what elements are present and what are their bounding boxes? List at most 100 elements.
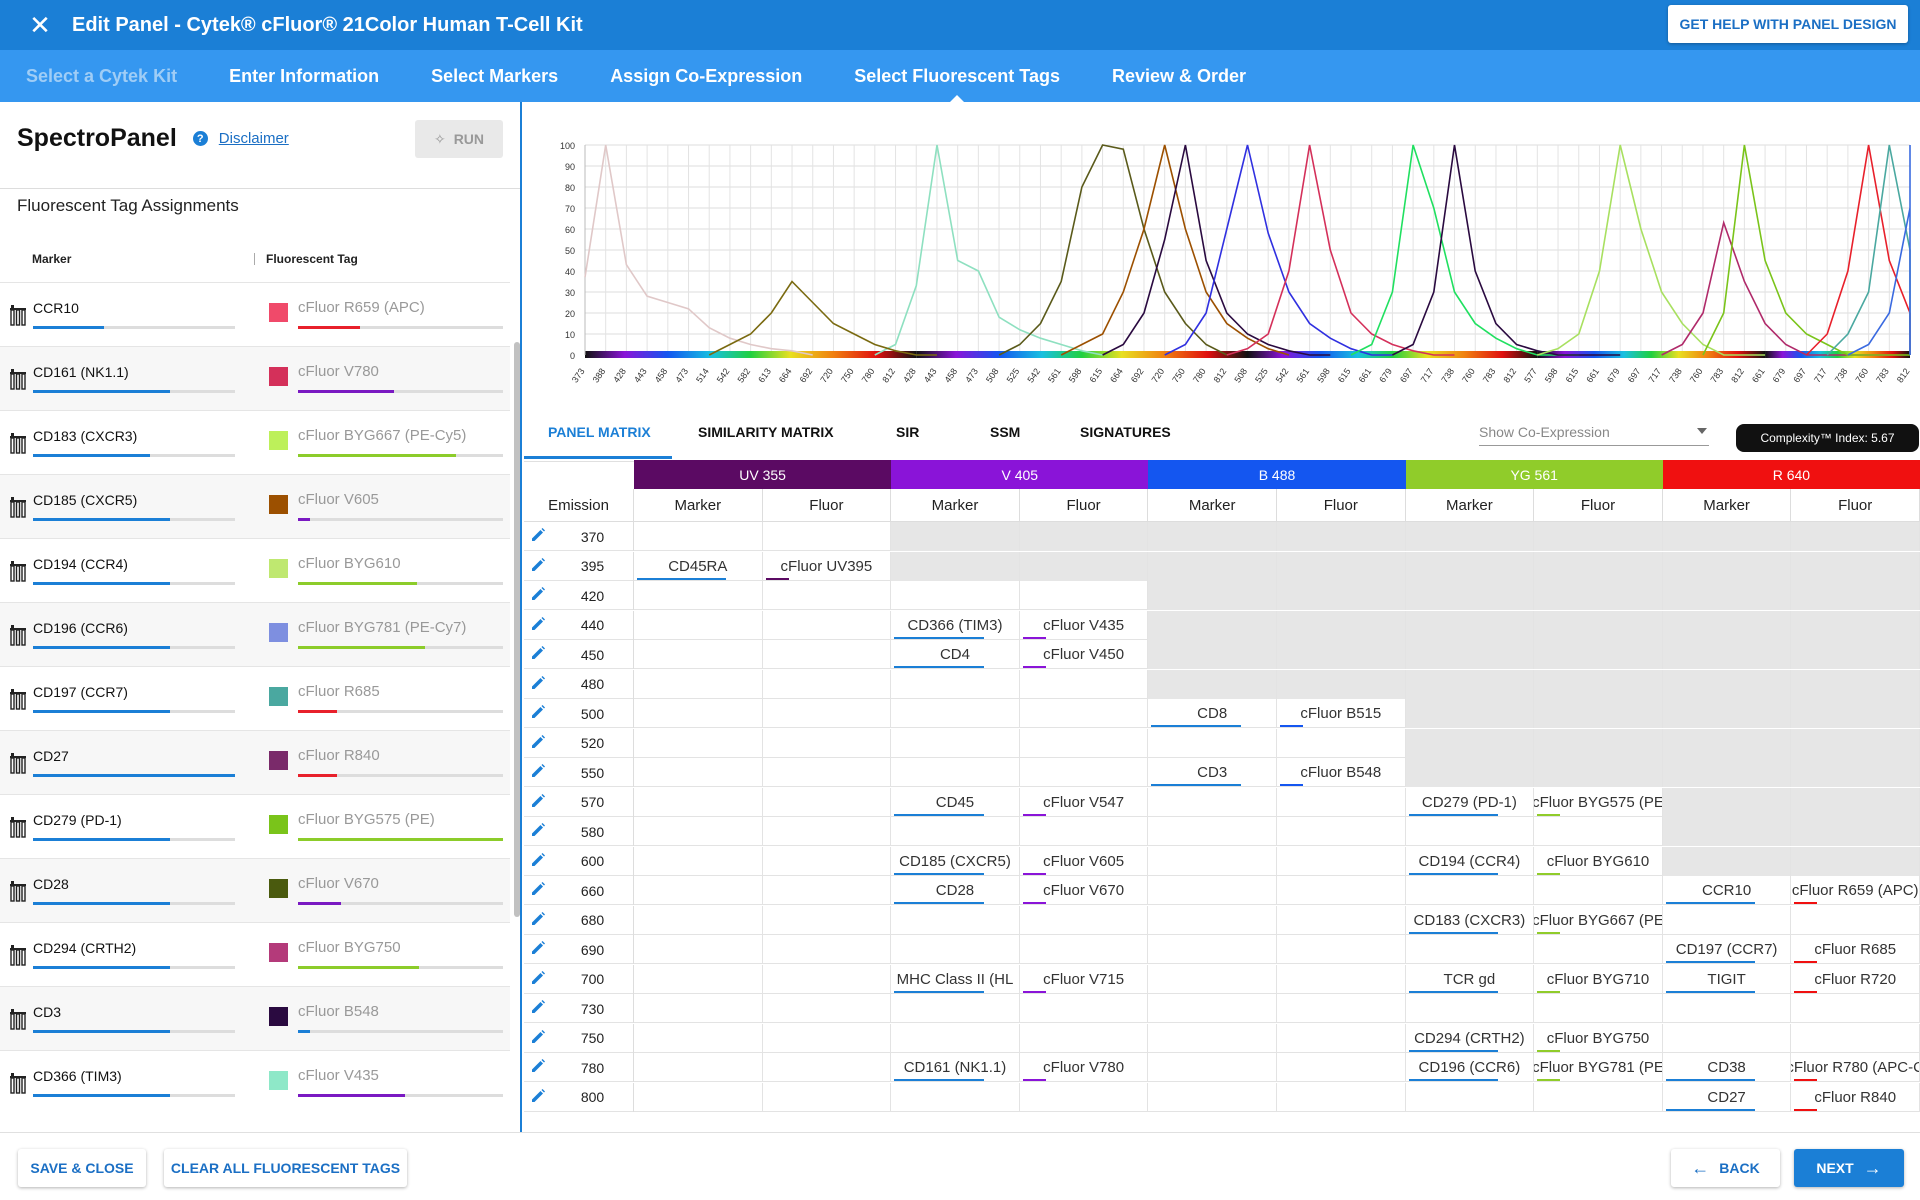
marker-cell[interactable] [634,994,763,1023]
fluor-cell[interactable] [1277,669,1406,699]
fluor-cell[interactable] [763,728,892,758]
marker-cell[interactable] [1405,522,1535,551]
tag-name[interactable]: cFluor R685 [298,683,380,700]
coexpression-select[interactable]: Show Co-Expression [1479,424,1709,446]
marker-cell[interactable]: CD45RA [634,551,763,581]
marker-cell[interactable] [1662,522,1792,551]
fluor-cell[interactable] [1791,817,1920,846]
marker-cell[interactable] [1662,758,1792,787]
fluor-cell[interactable] [763,905,892,935]
marker-cell[interactable] [1405,640,1535,669]
fluor-cell[interactable] [1019,522,1149,551]
tag-name[interactable]: cFluor BYG667 (PE-Cy5) [298,427,467,444]
marker-cell[interactable] [1663,994,1792,1023]
fluor-cell[interactable] [1791,669,1920,699]
tag-name[interactable]: cFluor BYG610 [298,555,401,572]
fluor-cell[interactable]: cFluor V435 [1020,610,1149,640]
fluor-cell[interactable] [1534,699,1663,728]
edit-pencil-icon[interactable] [530,881,546,897]
marker-cell[interactable] [1406,935,1535,964]
fluor-cell[interactable] [1534,1082,1663,1112]
marker-cell[interactable] [1148,610,1277,640]
marker-cell[interactable] [891,905,1020,935]
fluor-cell[interactable] [1277,522,1406,551]
fluor-cell[interactable] [1277,728,1406,758]
edit-pencil-icon[interactable] [530,1058,546,1074]
step-2[interactable]: Select Markers [431,65,559,86]
marker-cell[interactable] [1148,817,1277,846]
marker-cell[interactable] [1148,935,1277,964]
marker-cell[interactable] [1405,551,1535,581]
assignment-row[interactable]: CD28 cFluor V670 [0,858,510,922]
marker-cell[interactable]: TIGIT [1663,964,1792,994]
marker-cell[interactable] [634,522,763,551]
edit-pencil-icon[interactable] [530,616,546,632]
fluor-cell[interactable] [1534,994,1663,1023]
marker-cell[interactable] [891,1023,1020,1053]
fluor-cell[interactable] [1277,1053,1406,1082]
marker-cell[interactable]: CD185 (CXCR5) [891,846,1020,876]
edit-pencil-icon[interactable] [530,970,546,986]
fluor-cell[interactable] [763,876,892,905]
clear-all-tags-button[interactable]: CLEAR ALL FLUORESCENT TAGS [164,1149,407,1187]
fluor-cell[interactable] [1534,669,1663,699]
edit-pencil-icon[interactable] [530,999,546,1015]
edit-pencil-icon[interactable] [530,675,546,691]
marker-cell[interactable]: CD279 (PD-1) [1406,787,1535,817]
marker-cell[interactable] [634,1023,763,1053]
marker-cell[interactable] [1663,1023,1792,1053]
tag-name[interactable]: cFluor BYG781 (PE-Cy7) [298,619,467,636]
marker-cell[interactable] [1148,994,1277,1023]
fluor-cell[interactable] [763,1023,892,1053]
marker-cell[interactable] [891,699,1020,728]
fluor-cell[interactable]: cFluor BYG575 (PE [1534,787,1663,817]
fluor-cell[interactable]: cFluor BYG750 [1534,1023,1663,1053]
marker-cell[interactable] [1405,699,1535,728]
marker-cell[interactable] [1662,728,1792,758]
fluor-cell[interactable] [1534,640,1663,669]
fluor-cell[interactable] [1791,640,1920,669]
tag-name[interactable]: cFluor V780 [298,363,379,380]
fluor-cell[interactable] [1020,1082,1149,1112]
fluor-cell[interactable] [1791,728,1920,758]
tab-sir[interactable]: SIR [896,424,920,440]
tab-ssm[interactable]: SSM [990,424,1021,440]
fluor-cell[interactable] [1534,551,1663,581]
marker-cell[interactable] [634,699,763,728]
marker-cell[interactable]: CD294 (CRTH2) [1406,1023,1535,1053]
fluor-cell[interactable] [1277,846,1406,876]
edit-pencil-icon[interactable] [530,852,546,868]
fluor-cell[interactable]: cFluor UV395 [763,551,892,581]
fluor-cell[interactable] [763,669,892,699]
marker-cell[interactable] [1662,669,1792,699]
marker-cell[interactable]: CD38 [1663,1053,1792,1082]
fluor-cell[interactable]: cFluor R720 [1791,964,1920,994]
marker-cell[interactable] [1663,905,1792,935]
edit-pencil-icon[interactable] [530,1088,546,1104]
marker-cell[interactable]: CD4 [891,640,1020,669]
fluor-cell[interactable] [1277,876,1406,905]
fluor-cell[interactable]: cFluor V715 [1020,964,1149,994]
fluor-cell[interactable] [763,610,892,640]
fluor-cell[interactable] [1791,551,1920,581]
fluor-cell[interactable] [763,522,892,551]
marker-cell[interactable]: MHC Class II (HL [891,964,1020,994]
fluor-cell[interactable] [1020,994,1149,1023]
marker-cell[interactable] [1406,1082,1535,1112]
marker-cell[interactable] [634,758,763,787]
assignment-row[interactable]: CD197 (CCR7) cFluor R685 [0,666,510,730]
fluor-cell[interactable] [1791,581,1920,610]
marker-cell[interactable] [1405,581,1535,610]
fluor-cell[interactable] [1791,905,1920,935]
marker-cell[interactable] [1662,699,1792,728]
fluor-cell[interactable] [763,640,892,669]
tag-name[interactable]: cFluor R659 (APC) [298,299,425,316]
fluor-cell[interactable]: cFluor BYG610 [1534,846,1663,876]
fluor-cell[interactable] [1020,905,1149,935]
fluor-cell[interactable] [1020,817,1149,846]
marker-cell[interactable] [891,581,1020,610]
marker-cell[interactable] [1148,846,1277,876]
marker-cell[interactable] [1405,728,1535,758]
fluor-cell[interactable] [1534,876,1663,905]
fluor-cell[interactable] [763,1053,892,1082]
